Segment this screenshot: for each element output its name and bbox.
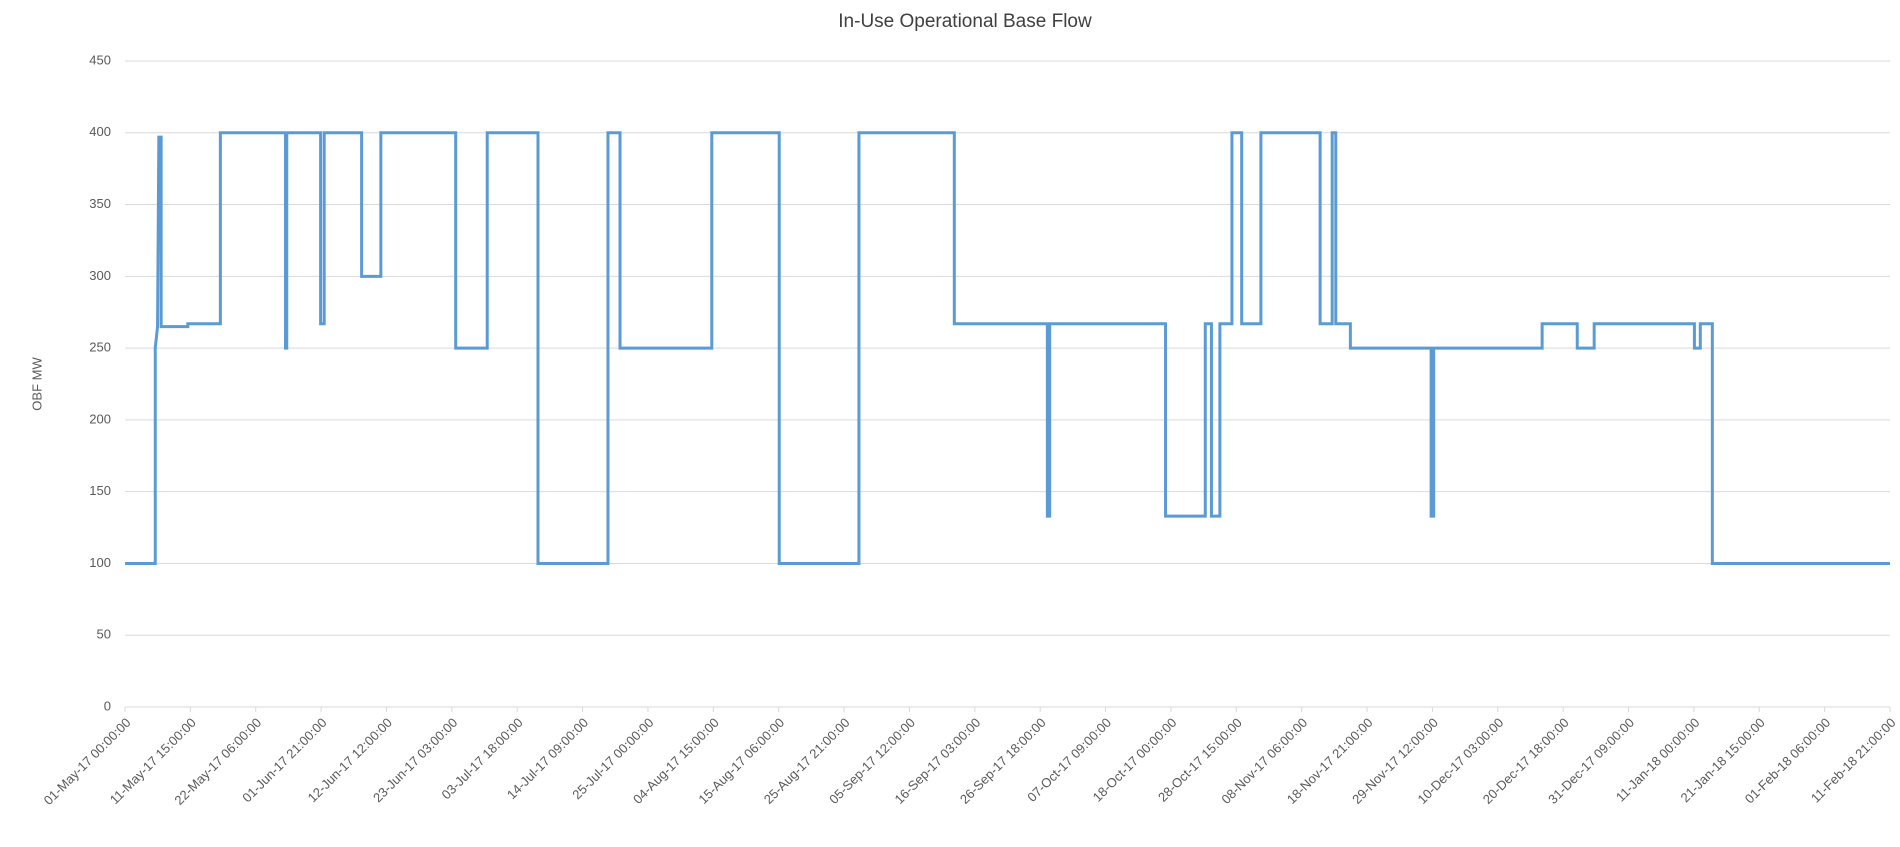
- y-axis-title: OBF MW: [29, 357, 44, 411]
- y-tick-label: 100: [89, 555, 111, 570]
- y-tick-label: 350: [89, 196, 111, 211]
- y-tick-label: 50: [97, 627, 111, 642]
- y-tick-label: 250: [89, 340, 111, 355]
- y-tick-label: 200: [89, 411, 111, 426]
- y-tick-label: 0: [104, 698, 111, 713]
- data-line: [125, 131, 1890, 565]
- y-tick-label: 450: [89, 52, 111, 67]
- y-tick-label: 150: [89, 483, 111, 498]
- chart-title: In-Use Operational Base Flow: [838, 11, 1092, 32]
- y-tick-label: 300: [89, 268, 111, 283]
- y-tick-label: 400: [89, 124, 111, 139]
